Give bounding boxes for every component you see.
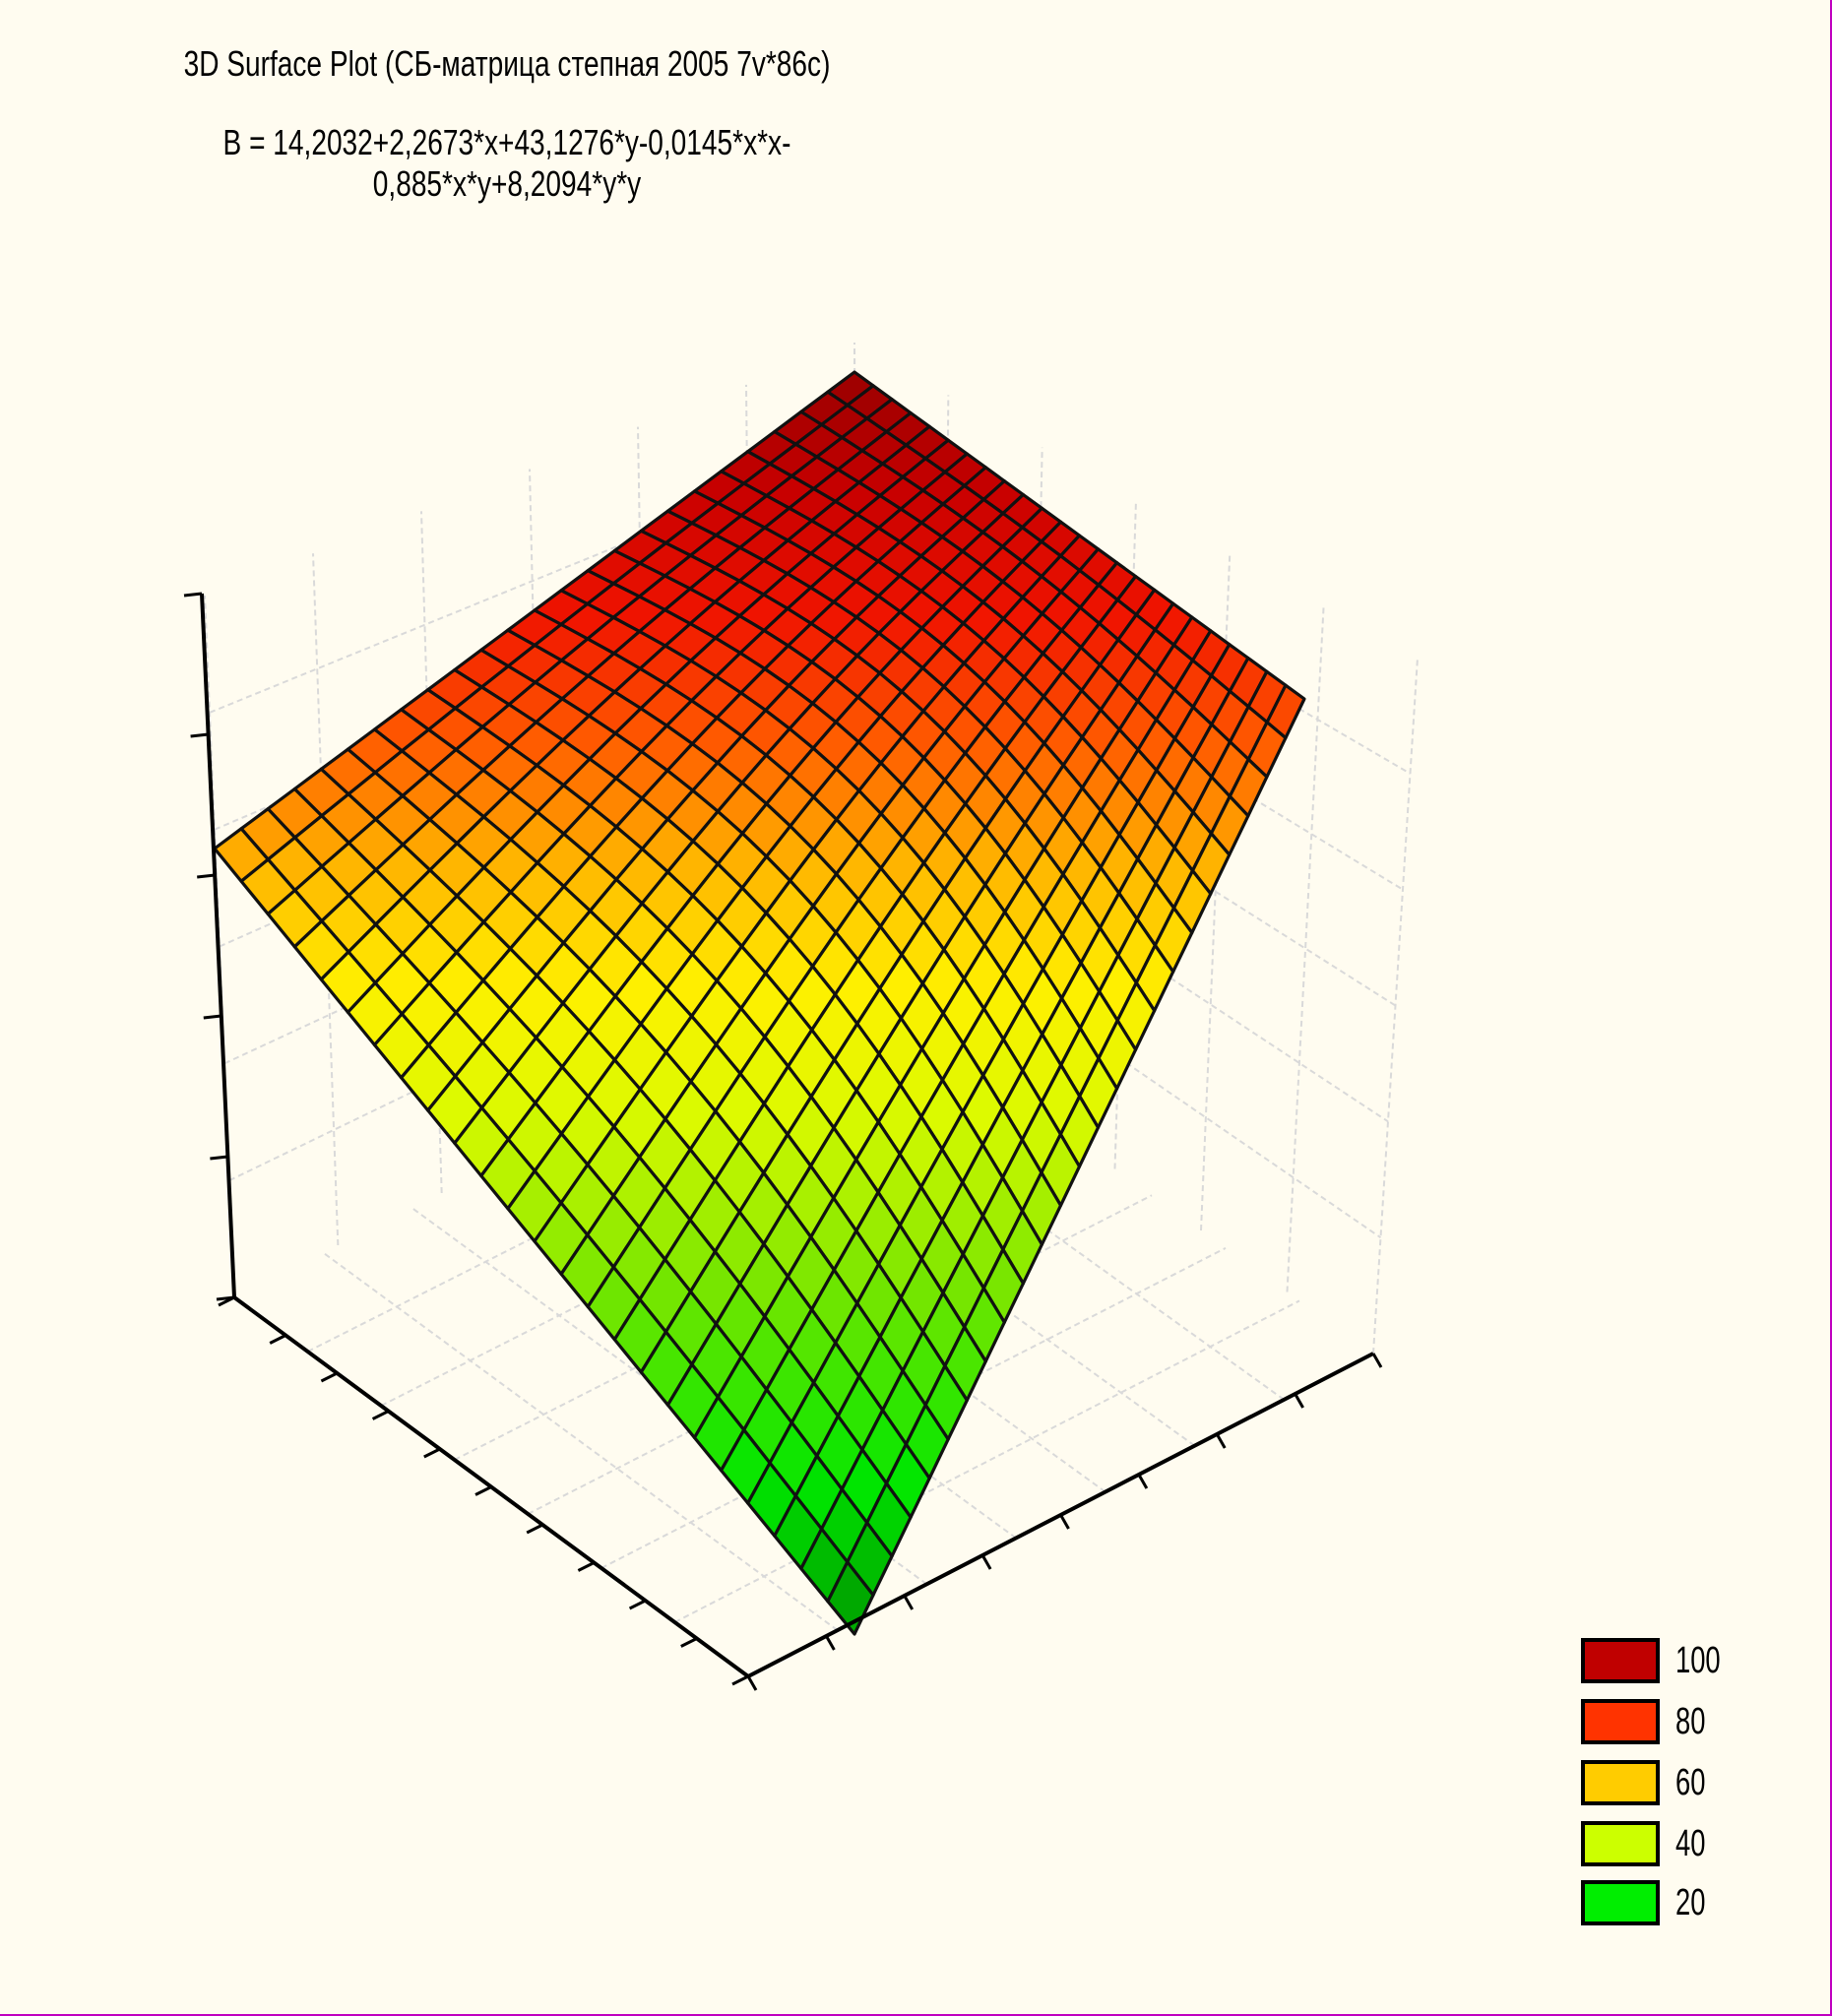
z-tick	[197, 873, 216, 879]
z-tick	[210, 1155, 228, 1161]
chart-subtitle: B = 14,2032+2,2673*x+43,1276*y-0,0145*x*…	[222, 122, 791, 204]
x-tick	[371, 1410, 390, 1420]
x-tick	[628, 1599, 647, 1610]
x-tick	[218, 1295, 235, 1307]
grid-line	[673, 1299, 1300, 1623]
x-tick	[320, 1371, 339, 1383]
x-tick	[577, 1561, 596, 1572]
y-tick	[825, 1635, 836, 1651]
legend-label-60: 60	[1675, 1762, 1706, 1803]
y-tick	[1215, 1433, 1227, 1449]
x-tick	[423, 1447, 441, 1459]
y-tick	[1371, 1353, 1383, 1368]
x-tick	[269, 1334, 286, 1345]
y-tick	[903, 1595, 915, 1610]
grid-line	[600, 1246, 1227, 1569]
chart-title: 3D Surface Plot (СБ-матрица степная 2005…	[183, 43, 831, 84]
legend-swatch-20	[1581, 1880, 1660, 1925]
y-tick	[746, 1675, 758, 1691]
legend-swatch-80	[1581, 1699, 1660, 1744]
z-tick	[203, 1014, 221, 1020]
x-tick	[526, 1523, 543, 1535]
grid-line	[322, 1251, 839, 1631]
legend-label-80: 80	[1675, 1701, 1706, 1742]
x-tick	[680, 1637, 698, 1648]
legend-label-100: 100	[1675, 1640, 1721, 1681]
legend-swatch-40	[1581, 1821, 1660, 1866]
legend-swatch-60	[1581, 1760, 1660, 1805]
x-tick	[474, 1485, 492, 1496]
x-tick	[731, 1674, 749, 1686]
legend-swatch-100	[1581, 1638, 1660, 1683]
y-tick	[1294, 1393, 1304, 1409]
z-axis	[200, 593, 236, 1298]
z-tick	[190, 732, 209, 738]
grid-line	[1372, 657, 1419, 1354]
surface-mesh	[213, 370, 1306, 1636]
axis-ticks	[183, 592, 1383, 1691]
legend-label-40: 40	[1675, 1823, 1706, 1864]
y-tick	[980, 1554, 992, 1570]
legend-label-20: 20	[1675, 1882, 1706, 1923]
y-tick	[1137, 1474, 1149, 1489]
z-tick	[183, 592, 203, 598]
y-tick	[1059, 1514, 1070, 1530]
